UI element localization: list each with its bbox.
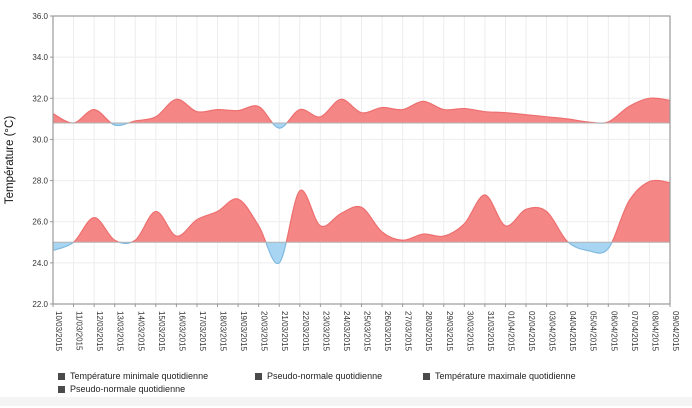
x-tick-label: 22/03/2015: [301, 311, 310, 352]
x-tick-label: 12/03/2015: [95, 311, 104, 352]
legend-label: Pseudo-normale quotidienne: [70, 384, 186, 394]
bottom-strip: [0, 397, 692, 406]
x-tick-label: 01/04/2015: [506, 311, 515, 352]
x-tick-label: 11/03/2015: [75, 311, 84, 351]
y-tick-label: 26.0: [32, 218, 48, 227]
x-tick-label: 02/04/2015: [527, 311, 536, 352]
x-tick-label: 13/03/2015: [116, 311, 125, 352]
x-tick-label: 06/04/2015: [609, 311, 618, 352]
x-tick-label: 26/03/2015: [383, 311, 392, 352]
y-axis-title: Température (°C): [4, 116, 16, 204]
x-tick-label: 30/03/2015: [465, 311, 474, 352]
x-tick-label: 16/03/2015: [177, 311, 186, 352]
y-tick-label: 28.0: [32, 177, 48, 186]
y-tick-label: 32.0: [32, 94, 48, 103]
chart-legend: Température minimale quotidienne Pseudo-…: [58, 370, 576, 396]
legend-row: Température minimale quotidienne Pseudo-…: [58, 370, 576, 383]
legend-item-min-temperature: Température minimale quotidienne: [58, 370, 255, 383]
x-axis: 10/03/2015 11/03/2015 12/03/2015 13/03/2015…: [52, 304, 680, 352]
x-tick-label: 15/03/2015: [157, 311, 166, 352]
legend-swatch-icon: [255, 373, 262, 380]
x-tick-label: 17/03/2015: [198, 311, 207, 352]
y-axis: 22.0 24.0 26.0 28.0 30.0 32.0 34.0 36.0: [32, 12, 53, 309]
x-tick-label: 09/04/2015: [671, 311, 680, 352]
x-tick-label: 08/04/2015: [650, 311, 659, 352]
x-tick-label: 03/04/2015: [548, 311, 557, 352]
x-tick-label: 25/03/2015: [363, 311, 372, 352]
y-tick-label: 34.0: [32, 53, 48, 62]
band-min-temperature: [52, 179, 671, 264]
legend-item-max-temperature: Température maximale quotidienne: [423, 370, 576, 383]
y-tick-label: 36.0: [32, 12, 48, 21]
y-tick-label: 22.0: [32, 300, 48, 309]
x-tick-label: 07/04/2015: [630, 311, 639, 352]
legend-label: Température minimale quotidienne: [70, 371, 209, 381]
legend-swatch-icon: [58, 373, 65, 380]
y-tick-label: 24.0: [32, 259, 48, 268]
legend-label: Température maximale quotidienne: [435, 371, 576, 381]
legend-row: Pseudo-normale quotidienne: [58, 383, 576, 396]
legend-item-min-pseudo-normal: Pseudo-normale quotidienne: [255, 370, 423, 383]
legend-swatch-icon: [423, 373, 430, 380]
x-tick-label: 19/03/2015: [239, 311, 248, 352]
x-tick-label: 24/03/2015: [342, 311, 351, 352]
x-tick-label: 31/03/2015: [486, 311, 495, 352]
legend-item-max-pseudo-normal: Pseudo-normale quotidienne: [58, 383, 185, 396]
x-tick-label: 18/03/2015: [219, 311, 228, 352]
gridlines: [52, 15, 671, 305]
x-tick-label: 28/03/2015: [424, 311, 433, 352]
x-tick-label: 04/04/2015: [568, 311, 577, 352]
x-tick-label: 10/03/2015: [54, 311, 63, 352]
x-tick-label: 29/03/2015: [445, 311, 454, 352]
x-tick-label: 20/03/2015: [260, 311, 269, 352]
band-max-temperature: [52, 97, 671, 129]
legend-label: Pseudo-normale quotidienne: [267, 371, 383, 381]
y-tick-label: 30.0: [32, 135, 48, 144]
x-tick-label: 23/03/2015: [321, 311, 330, 352]
x-tick-label: 05/04/2015: [589, 311, 598, 352]
x-tick-label: 14/03/2015: [136, 311, 145, 352]
x-tick-label: 21/03/2015: [280, 311, 289, 352]
x-tick-label: 27/03/2015: [404, 311, 413, 352]
legend-swatch-icon: [58, 386, 65, 393]
